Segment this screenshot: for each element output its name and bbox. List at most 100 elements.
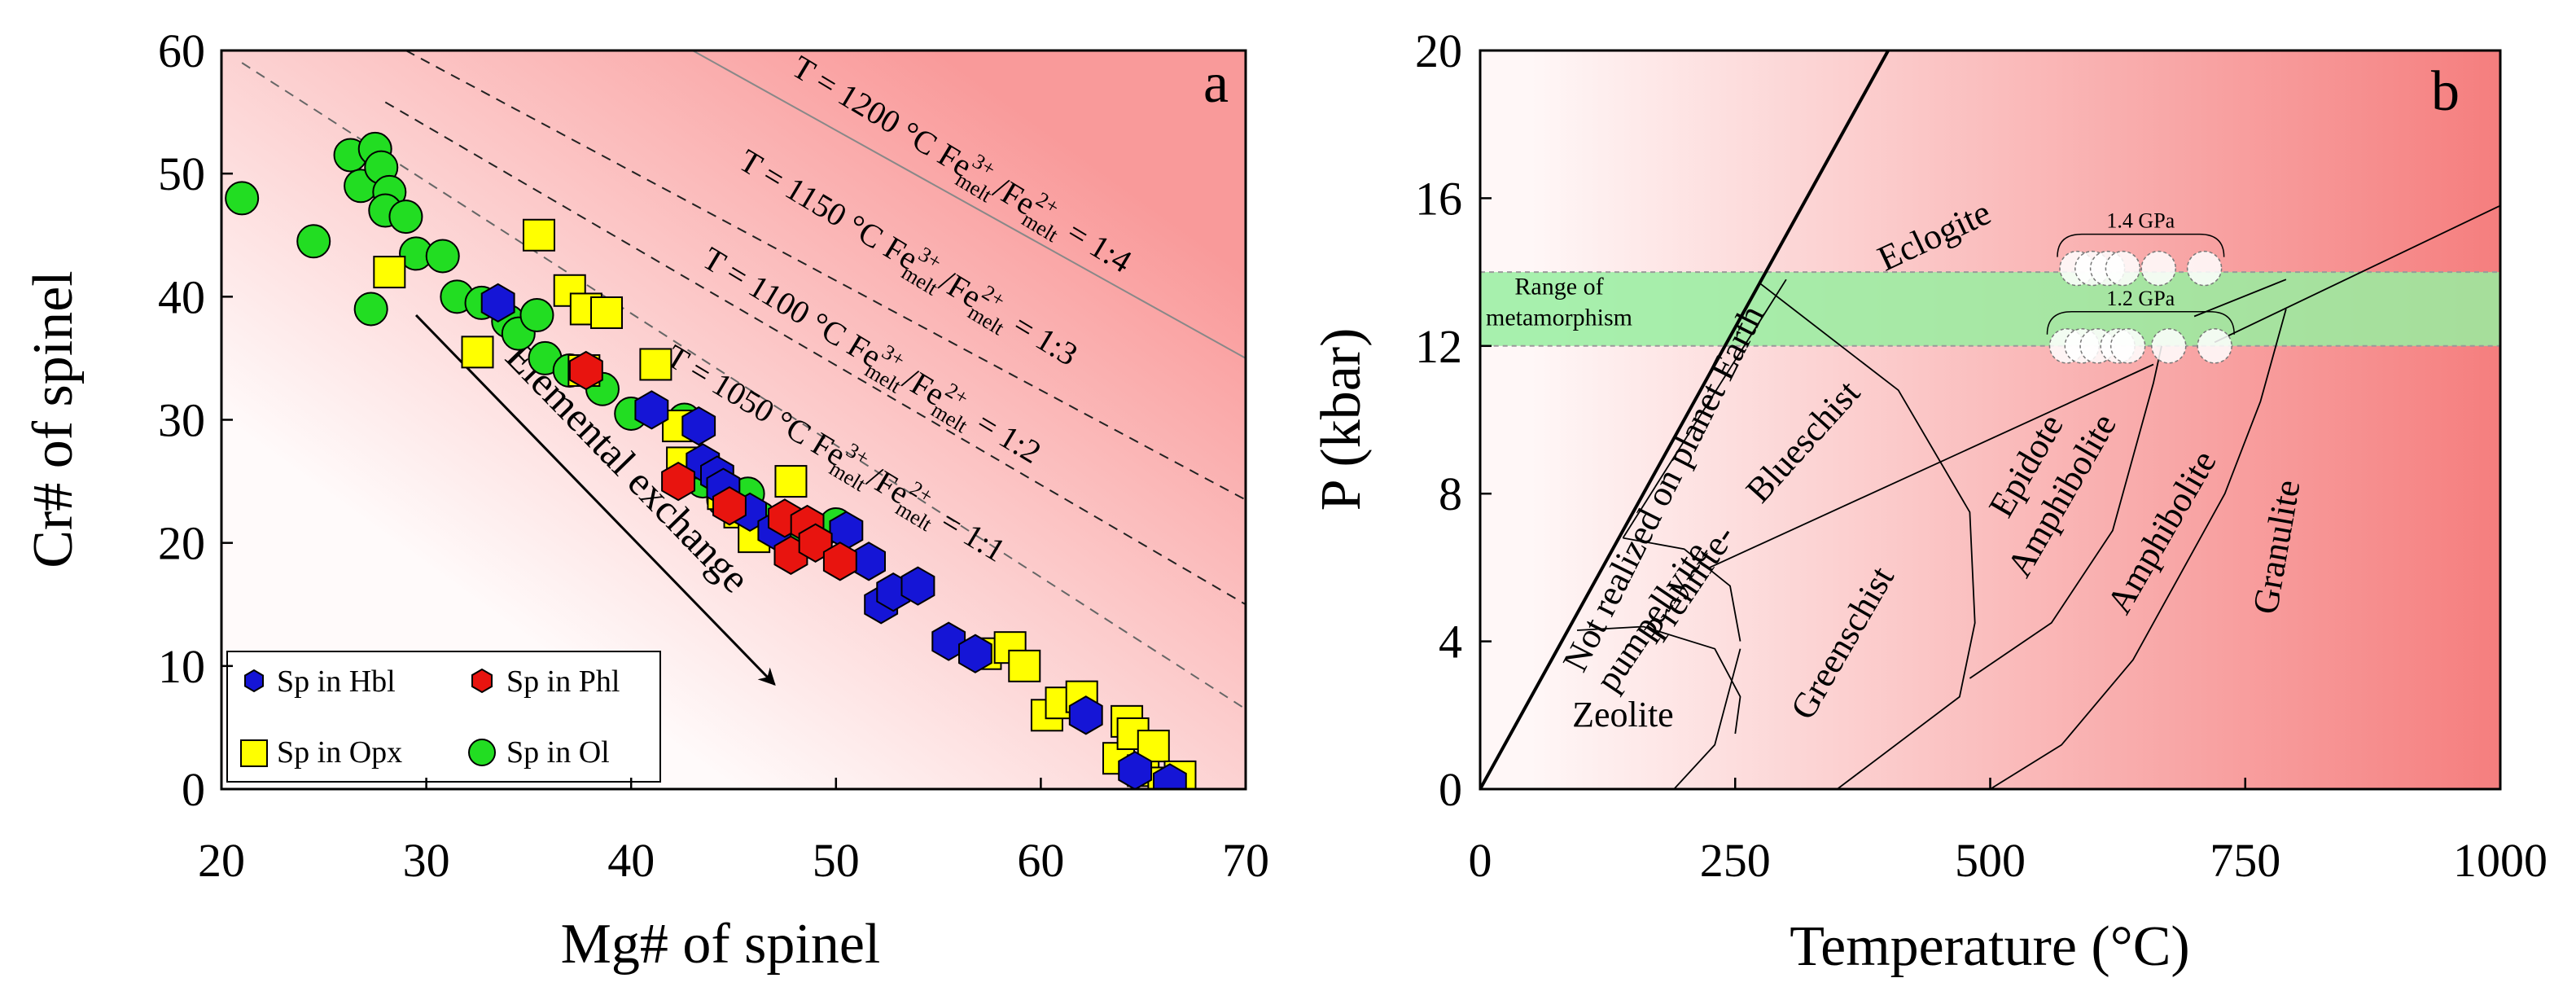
x-axis-label-b: Temperature (°C) [1790,915,2189,978]
point-opx [522,218,555,252]
x-tick-label-b: 0 [1469,834,1492,887]
pressure-marker-circle [2105,250,2141,287]
metamorphism-band-label: Range of metamorphism [1486,273,1632,331]
boundary-zeolite-greenschist [1673,648,1741,789]
legend: Sp in Hbl Sp in Phl Sp in Opx Sp in Ol [226,651,661,783]
isotherm-line [692,50,1246,359]
panel-a-letter: a [1203,52,1229,115]
x-tick-label-a: 20 [198,834,245,887]
facies-label: Zeolite [1572,695,1674,735]
point-opx [1008,649,1041,682]
legend-box [226,651,661,783]
legend-marker-ol [468,739,496,766]
boundary-granulite-upper [2193,279,2287,318]
boundary-prehnite-upper [1623,537,1741,642]
x-tick-label-a: 50 [813,834,860,887]
x-axis-label-a: Mg# of spinel [561,913,881,976]
point-hbl [1068,695,1103,735]
point-hbl [958,634,992,673]
pressure-label: 1.2 GPa [2106,287,2175,310]
boundary-amphibolite-granulite [1990,309,2287,789]
pressure-marker-circle [2151,328,2187,364]
y-tick-label-a: 10 [158,640,205,693]
pressure-marker-circle [2197,328,2232,364]
point-hbl [900,566,935,606]
y-axis-label-b: P (kbar) [1310,328,1373,511]
metamorphism-band-rect [1480,271,2500,347]
boundary-greenschist-epidote-amphibolite [1969,345,2162,679]
point-opx [639,348,672,381]
axis-ticks: 20 30 40 50 60 70 0 10 20 30 40 50 60 [158,24,1269,887]
point-ol [425,239,460,274]
point-ol [353,292,388,327]
isotherm-line [405,50,1246,501]
isotherm-line [384,101,1246,606]
panel-b-letter: b [2431,60,2460,123]
legend-marker-opx [240,739,268,767]
facies-boundaries [1480,50,2500,789]
panel-b-background [1480,50,2500,789]
y-tick-label-b: 4 [1439,616,1462,669]
isotherm-line [241,62,1246,710]
point-hbl [1153,763,1187,789]
point-ol [225,181,260,216]
x-tick-label-a: 40 [607,834,655,887]
x-tick-label-b: 250 [1700,834,1771,887]
legend-marker-hbl [244,669,264,693]
y-tick-label-a: 0 [182,763,205,816]
point-ol [296,224,331,259]
axis-ticks: 0 250 500 750 1000 0 4 8 12 16 20 [1415,24,2548,887]
boundary-planet-limit [1480,50,1890,789]
x-tick-label-a: 30 [403,834,450,887]
boundary-eclogite-amphibolite [2214,204,2500,344]
legend-entry-opx: Sp in Opx [240,735,402,770]
point-phl [822,542,857,581]
point-phl [712,486,747,526]
point-opx [461,336,494,369]
pressure-label: 1.4 GPa [2106,209,2175,233]
y-tick-label-b: 20 [1415,24,1462,77]
elemental-exchange-arrow [414,314,776,686]
y-tick-label-b: 12 [1415,320,1462,373]
y-tick-label-b: 8 [1439,467,1462,520]
x-tick-label-b: 750 [2210,834,2280,887]
panel-a: Elemental exchange T = 1200 °C Fe3+melt/… [22,24,1269,976]
point-phl [661,461,695,502]
x-tick-label-a: 70 [1222,834,1269,887]
point-opx [373,256,406,289]
boundary-blueschist-epidote [1709,363,2154,568]
isotherm-lines [241,50,1246,710]
boundary-eclogite-blueschist [1759,282,1976,789]
pressure-marker-circle [2140,250,2176,287]
y-tick-label-a: 50 [158,147,205,200]
legend-label-hbl: Sp in Hbl [277,664,396,699]
pressure-marker-circle [2186,250,2223,287]
boundary-blueschist-greenschist [1622,279,1787,539]
scatter-points [225,131,1197,789]
pressure-markers: 1.4 GPa 1.2 GPa [2046,209,2235,364]
point-hbl [931,621,966,661]
point-hbl [634,390,669,430]
y-tick-label-a: 40 [158,270,205,323]
y-tick-label-a: 30 [158,394,205,447]
x-tick-label-a: 60 [1017,834,1064,887]
pressure-bracket [2057,233,2225,257]
band-label-line: Range of [1514,273,1603,300]
y-tick-label-a: 60 [158,24,205,77]
y-tick-label-a: 20 [158,517,205,570]
x-tick-label-b: 1000 [2453,834,2548,887]
point-opx [590,296,624,329]
legend-label-phl: Sp in Phl [506,664,620,699]
x-tick-label-b: 500 [1955,834,2026,887]
point-opx [774,465,808,498]
y-axis-label-a: Cr# of spinel [22,270,85,568]
legend-label-opx: Sp in Opx [277,735,402,770]
point-ol [388,200,423,235]
point-phl [568,350,603,391]
legend-entry-hbl: Sp in Hbl [244,664,396,699]
legend-entry-phl: Sp in Phl [471,664,620,699]
band-label-line: metamorphism [1486,304,1632,331]
point-hbl [480,283,515,323]
